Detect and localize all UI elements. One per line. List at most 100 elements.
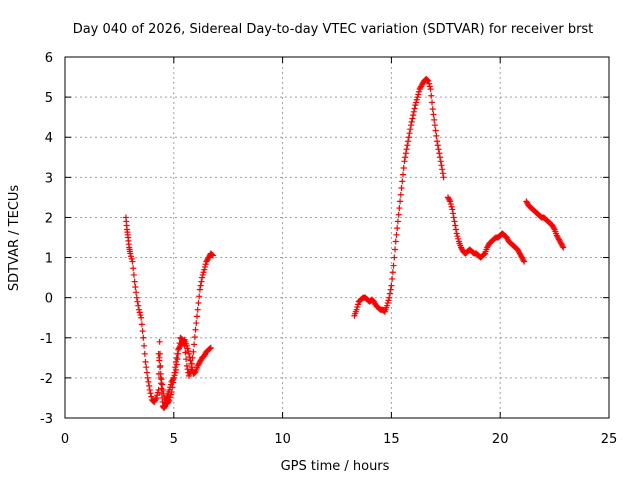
data-point xyxy=(454,233,461,240)
data-point xyxy=(153,394,160,401)
x-tick-label: 5 xyxy=(170,432,178,447)
data-point xyxy=(402,154,409,161)
data-point xyxy=(191,334,198,341)
data-point xyxy=(406,130,413,137)
data-point xyxy=(168,388,175,395)
data-point xyxy=(440,174,447,181)
data-point xyxy=(521,258,528,265)
data-point xyxy=(141,342,148,349)
data-point xyxy=(140,334,147,341)
data-point xyxy=(209,252,216,259)
data-point xyxy=(428,92,435,99)
data-point xyxy=(411,105,418,112)
data-point xyxy=(172,364,179,371)
data-point xyxy=(130,271,137,278)
data-point xyxy=(147,390,154,397)
data-point xyxy=(438,162,445,169)
x-tick-label: 10 xyxy=(274,432,291,447)
data-point xyxy=(436,150,443,157)
data-point xyxy=(182,349,189,356)
data-point xyxy=(134,298,141,305)
data-point xyxy=(448,203,455,210)
data-point xyxy=(154,392,161,399)
data-point xyxy=(392,246,399,253)
data-point xyxy=(201,266,208,273)
data-point xyxy=(167,391,174,398)
data-point xyxy=(133,289,140,296)
data-point xyxy=(188,364,195,371)
data-point xyxy=(402,150,409,157)
data-point xyxy=(413,96,420,103)
data-point xyxy=(135,302,142,309)
data-point xyxy=(146,386,153,393)
data-point xyxy=(183,342,190,349)
data-point xyxy=(152,396,159,403)
data-point xyxy=(207,345,214,352)
data-point xyxy=(127,250,134,257)
data-point xyxy=(409,115,416,122)
data-point xyxy=(426,80,433,87)
data-point xyxy=(427,86,434,93)
data-point xyxy=(407,122,414,129)
data-point xyxy=(434,142,441,149)
data-point xyxy=(188,360,195,367)
data-point xyxy=(387,286,394,293)
data-point xyxy=(166,396,173,403)
data-point xyxy=(159,381,166,388)
grid-lines xyxy=(65,57,609,418)
data-point xyxy=(405,134,412,141)
data-point xyxy=(131,278,138,285)
data-point xyxy=(199,274,206,281)
data-point xyxy=(412,102,419,109)
data-point xyxy=(184,366,191,373)
data-point xyxy=(191,341,198,348)
data-point xyxy=(201,263,208,270)
data-point xyxy=(452,226,459,233)
data-point xyxy=(393,231,400,238)
data-point xyxy=(413,99,420,106)
x-tick-label: 15 xyxy=(383,432,400,447)
data-point xyxy=(405,138,412,145)
data-point xyxy=(434,138,441,145)
data-point xyxy=(187,357,194,364)
data-point xyxy=(199,271,206,278)
data-point xyxy=(193,320,200,327)
y-tick-label: 3 xyxy=(45,171,53,186)
data-point xyxy=(449,206,456,213)
y-tick-label: 5 xyxy=(45,91,53,106)
chart-title: Day 040 of 2026, Sidereal Day-to-day VTE… xyxy=(73,22,594,37)
data-point xyxy=(439,166,446,173)
data-point xyxy=(429,106,436,113)
y-tick-label: 6 xyxy=(45,51,53,66)
data-point xyxy=(156,338,163,345)
data-point xyxy=(403,146,410,153)
data-point xyxy=(170,374,177,381)
data-point xyxy=(400,171,407,178)
data-point xyxy=(386,290,393,297)
data-point xyxy=(394,225,401,232)
data-point xyxy=(143,364,150,371)
data-point xyxy=(431,122,438,129)
data-point xyxy=(410,108,417,115)
data-point xyxy=(136,309,143,316)
data-point xyxy=(430,111,437,118)
data-point xyxy=(148,393,155,400)
data-point xyxy=(139,328,146,335)
data-point xyxy=(392,238,399,245)
data-point xyxy=(172,358,179,365)
data-point xyxy=(435,146,442,153)
data-point xyxy=(453,230,460,237)
data-point xyxy=(129,258,136,265)
data-point xyxy=(397,191,404,198)
data-point xyxy=(192,326,199,333)
data-point xyxy=(165,398,172,405)
data-point xyxy=(157,370,164,377)
data-point xyxy=(186,350,193,357)
data-point xyxy=(384,302,391,309)
data-point xyxy=(451,218,458,225)
data-point xyxy=(426,83,433,90)
data-point xyxy=(133,294,140,301)
data-point xyxy=(196,286,203,293)
data-point xyxy=(439,170,446,177)
